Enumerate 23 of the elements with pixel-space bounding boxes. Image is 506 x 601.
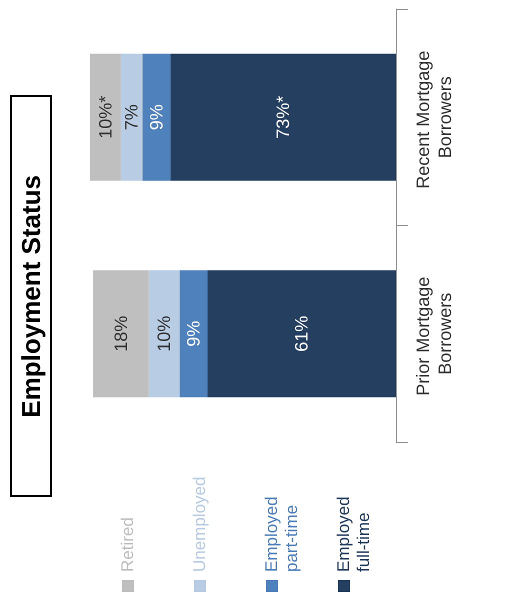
bar <box>120 54 143 181</box>
bar <box>93 270 149 398</box>
y-tick-label: Prior Mortgage Borrowers <box>413 272 455 396</box>
data-label: 10% <box>154 316 174 352</box>
text: Employed part-time <box>262 495 302 572</box>
data-label: 9% <box>146 104 166 130</box>
text: Employed full-time <box>334 495 374 572</box>
bar <box>142 54 170 181</box>
data-label: 7% <box>122 104 142 130</box>
data-label: 61% <box>292 316 312 352</box>
bar <box>148 270 180 398</box>
text: Employment Status <box>16 174 46 418</box>
data-label: 9% <box>184 320 204 347</box>
bar <box>180 270 208 398</box>
data-label: 18% <box>110 316 131 352</box>
data-label: 73%* <box>273 96 294 139</box>
bar <box>90 54 121 181</box>
text: Unemployed <box>190 476 210 572</box>
bar <box>207 270 396 398</box>
data-label: 10%* <box>95 96 116 139</box>
bar <box>170 54 396 181</box>
text: Retired <box>118 516 138 572</box>
y-tick-label: Recent Mortgage Borrowers <box>413 46 455 189</box>
